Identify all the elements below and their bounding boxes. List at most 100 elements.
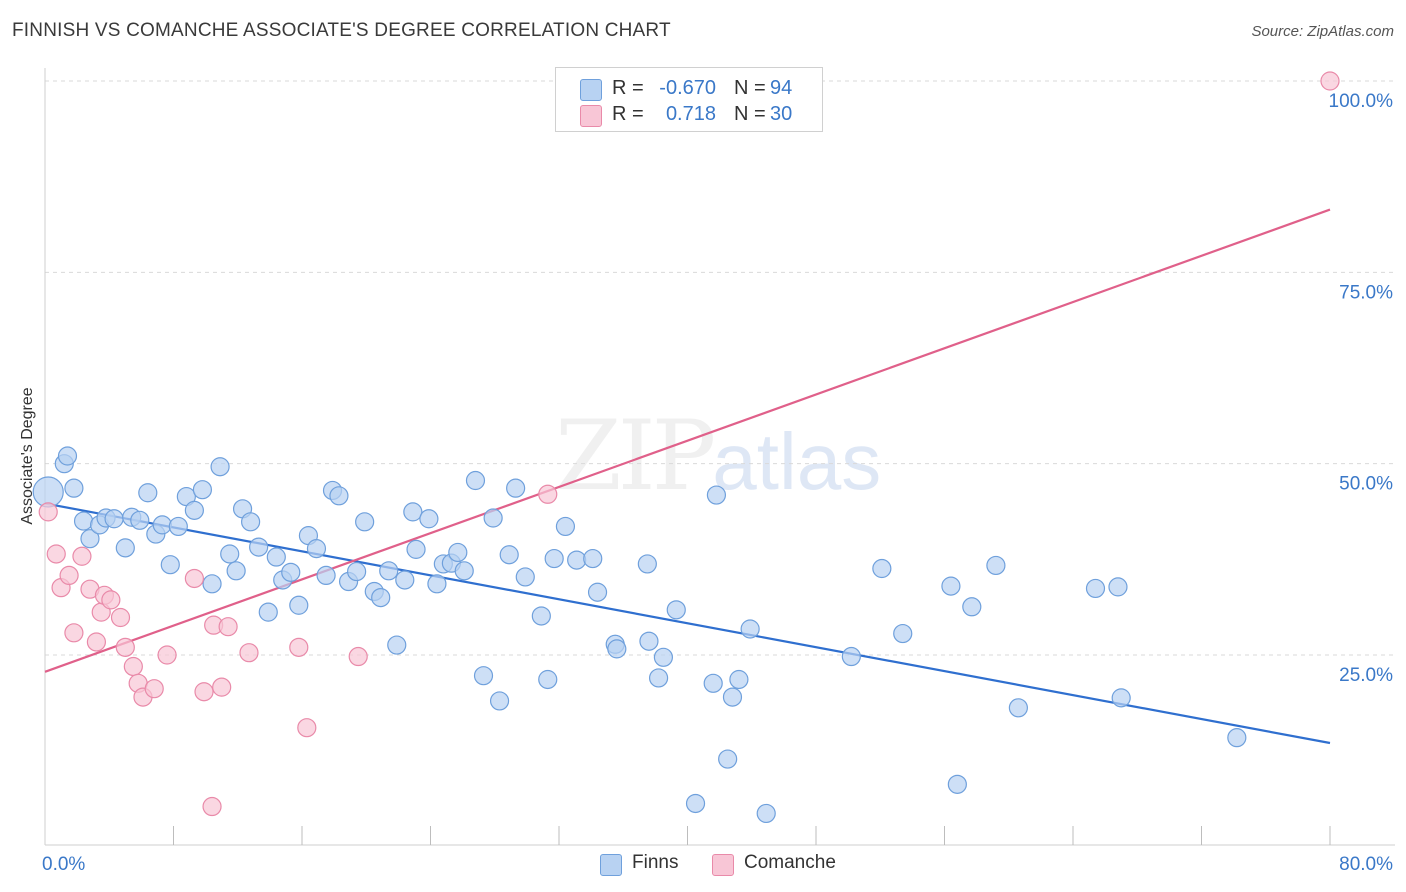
finns-point xyxy=(893,623,913,644)
comanche-point xyxy=(1320,71,1340,91)
finns-point xyxy=(115,538,135,558)
finns-point xyxy=(289,595,309,615)
finns-point xyxy=(639,631,659,651)
finns-point xyxy=(718,749,738,769)
finns-point xyxy=(427,574,447,594)
finns-point xyxy=(583,548,603,569)
finns-point xyxy=(168,516,188,537)
comanche-point xyxy=(538,484,558,504)
finns-point xyxy=(104,509,124,529)
legend: R = -0.670 N = 94 R = 0.718 N = 30 xyxy=(555,67,823,132)
legend-r-label: R = xyxy=(612,77,644,99)
finns-point xyxy=(648,668,669,688)
finns-point xyxy=(506,478,526,498)
finns-point xyxy=(379,561,399,581)
finns-point xyxy=(347,561,367,582)
bottom-legend-swatch-comanche xyxy=(712,854,734,876)
finns-point xyxy=(531,606,551,626)
finns-point xyxy=(473,666,494,686)
comanche-point xyxy=(110,607,131,628)
comanche-point xyxy=(144,679,164,699)
finns-point xyxy=(395,570,415,590)
finns-point xyxy=(192,480,213,500)
finns-point xyxy=(607,639,627,659)
comanche-point xyxy=(46,544,66,564)
finns-point xyxy=(448,542,468,563)
bottom-legend-label-finns: Finns xyxy=(632,852,679,873)
finns-point xyxy=(138,483,158,503)
comanche-point xyxy=(59,565,79,586)
comanche-point xyxy=(297,718,317,738)
finns-point xyxy=(316,565,336,586)
comanche-point xyxy=(218,617,238,637)
source-credit: Source: ZipAtlas.com xyxy=(1251,23,1394,40)
tick-label-layer: 25.0% 50.0% 75.0% 100.0% 0.0% 80.0% xyxy=(42,91,1393,875)
finns-point xyxy=(281,562,301,582)
comanche-point xyxy=(194,682,214,702)
finns-point xyxy=(653,647,674,667)
grid-layer xyxy=(45,80,1395,656)
finns-point xyxy=(515,567,535,587)
finns-point xyxy=(756,803,776,824)
comanche-point xyxy=(212,677,232,697)
comanche-point xyxy=(38,502,58,522)
legend-row-comanche: R = 0.718 N = 30 xyxy=(556,102,822,128)
finns-point xyxy=(184,500,204,520)
finns-point xyxy=(403,502,423,522)
finns-point xyxy=(483,508,503,528)
legend-n-value: 30 xyxy=(770,103,793,125)
finns-point xyxy=(544,548,564,569)
finns-point xyxy=(329,486,349,506)
finns-point xyxy=(64,478,84,498)
finns-point xyxy=(722,687,743,707)
comanche-point xyxy=(184,568,204,589)
comanche-point xyxy=(72,546,92,566)
finns-point xyxy=(947,774,967,794)
finns-point xyxy=(210,457,230,477)
y-tick-label: 50.0% xyxy=(1339,474,1393,495)
x-tick-label: 0.0% xyxy=(42,854,85,875)
finns-point xyxy=(666,600,686,620)
comanche-point xyxy=(64,623,84,643)
finns-point xyxy=(406,539,426,559)
comanche-point xyxy=(289,637,309,657)
legend-row-finns: R = -0.670 N = 94 xyxy=(556,76,822,102)
trend-layer xyxy=(44,208,1331,745)
finns-point xyxy=(57,446,78,466)
finns-point xyxy=(567,550,587,570)
legend-n-value: 94 xyxy=(770,77,793,99)
comanche-point xyxy=(239,643,259,663)
axis-layer xyxy=(44,68,1395,846)
comanche-point xyxy=(101,590,121,610)
legend-n-label: N = xyxy=(734,103,766,125)
finns-point xyxy=(387,635,407,655)
legend-r-label: R = xyxy=(612,103,644,125)
x-tick-label: 80.0% xyxy=(1339,854,1393,875)
finns-point xyxy=(152,515,172,535)
finns-point xyxy=(1008,698,1028,718)
legend-r-value: -0.670 xyxy=(659,77,716,99)
finns-trend-line xyxy=(44,502,1331,745)
finns-point xyxy=(872,558,892,579)
finns-point xyxy=(73,511,94,531)
finns-point xyxy=(355,512,375,532)
chart-title: FINNISH VS COMANCHE ASSOCIATE'S DEGREE C… xyxy=(12,20,671,41)
finns-point xyxy=(587,582,608,602)
finns-point xyxy=(1108,577,1128,597)
bottom-legend-label-comanche: Comanche xyxy=(744,852,836,873)
finns-point xyxy=(220,544,240,564)
comanche-point xyxy=(115,637,135,657)
finns-point xyxy=(740,619,760,639)
legend-swatch-finns xyxy=(580,79,602,101)
comanche-point xyxy=(86,632,107,652)
finns-point xyxy=(202,574,222,594)
finns-point xyxy=(419,509,439,529)
comanche-point xyxy=(202,796,222,817)
comanche-trend-line xyxy=(44,208,1331,673)
finns-point xyxy=(841,646,861,667)
finns-point xyxy=(729,669,749,690)
legend-n-label: N = xyxy=(734,77,766,99)
finns-point xyxy=(962,597,982,617)
finns-point xyxy=(499,545,519,565)
finns-point xyxy=(160,555,180,575)
